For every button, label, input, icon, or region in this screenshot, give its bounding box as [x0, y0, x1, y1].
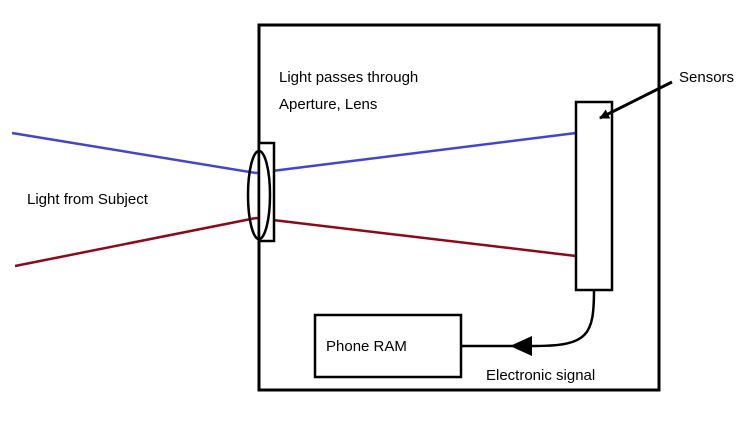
light-passes-label-line2: Aperture, Lens	[279, 96, 378, 113]
phone-ram-label: Phone RAM	[326, 338, 407, 355]
lens	[246, 149, 272, 241]
electronic-signal-connector	[461, 289, 596, 348]
aperture	[257, 141, 276, 243]
sensors-pointer	[599, 80, 673, 120]
sensors-label: Sensors	[679, 69, 735, 86]
sensor-strip	[574, 100, 614, 292]
upper-light-ray	[11, 131, 577, 175]
electronic-signal-label: Electronic signal	[486, 367, 596, 384]
light-passes-label-line1: Light passes through	[279, 69, 419, 86]
lower-light-ray	[14, 216, 577, 268]
electronic-signal-arrowhead	[510, 336, 532, 356]
light-from-subject-label: Light from Subject	[27, 191, 148, 208]
